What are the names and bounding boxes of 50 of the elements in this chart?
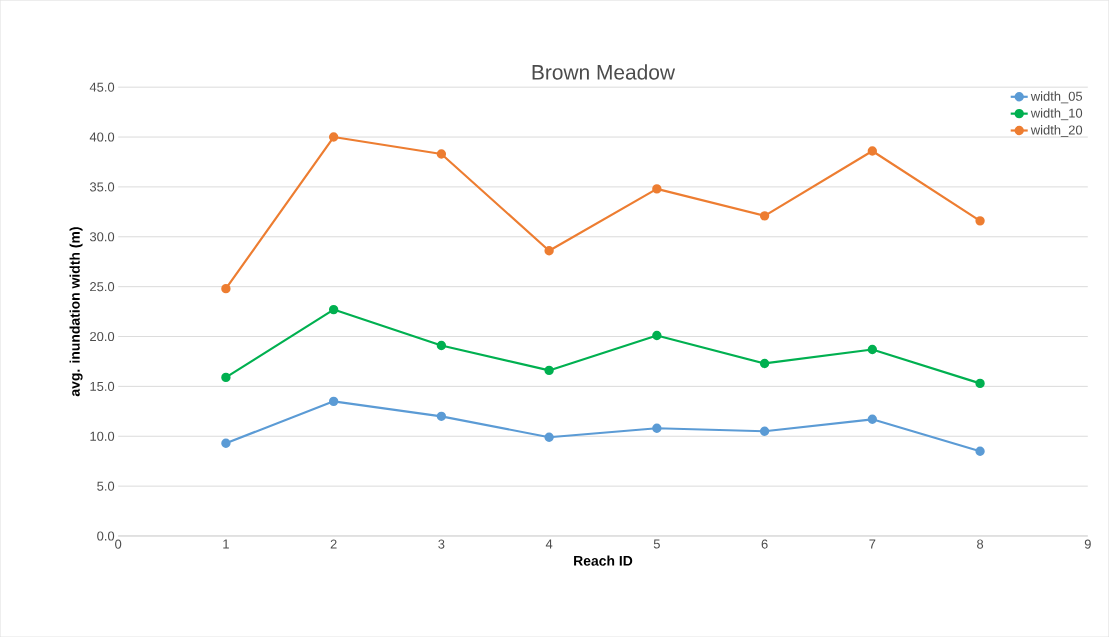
x-tick-label: 4: [545, 539, 553, 549]
point: [436, 411, 447, 421]
point: [328, 132, 339, 142]
legend-label: width_05: [1030, 91, 1083, 104]
point: [652, 423, 662, 433]
point: [221, 372, 231, 383]
point: [652, 184, 662, 194]
point: [867, 146, 878, 156]
x-tick-label: 5: [653, 539, 660, 549]
y-tick-label: 30.0: [89, 232, 115, 242]
point: [436, 149, 447, 159]
point: [867, 344, 878, 355]
y-tick-label: 25.0: [90, 281, 115, 292]
point: [975, 216, 985, 226]
point: [328, 304, 339, 315]
y-tick-label: 0.0: [97, 531, 115, 541]
point: [436, 340, 447, 351]
x-tick-label: 7: [869, 539, 876, 549]
point: [221, 283, 231, 294]
y-tick-label: 10.0: [90, 431, 115, 441]
y-tick-label: 45.0: [89, 82, 115, 92]
point: [544, 365, 554, 376]
x-tick-label: 1: [223, 539, 229, 549]
x-tick-label: 8: [977, 539, 984, 549]
y-tick-label: 40.0: [89, 132, 115, 142]
x-tick-label: 2: [330, 539, 337, 549]
legend-label: width_20: [1030, 124, 1083, 137]
point: [544, 245, 554, 256]
point: [652, 330, 662, 341]
x-tick-label: 3: [438, 539, 445, 549]
y-tick-label: 35.0: [89, 182, 115, 192]
point: [328, 396, 339, 406]
y-tick-label: 5.0: [97, 481, 115, 491]
x-tick-label: 0: [115, 539, 122, 549]
point: [975, 378, 985, 388]
y-axis-title: avg. inundation width (m): [69, 227, 83, 397]
point: [759, 426, 770, 436]
y-tick-label: 15.0: [90, 381, 115, 391]
x-tick-label: 9: [1084, 539, 1091, 549]
point: [544, 432, 554, 442]
x-tick-label: 6: [761, 539, 768, 549]
point: [867, 414, 878, 424]
point: [759, 211, 770, 221]
point: [975, 446, 985, 456]
y-tick-label: 20.0: [90, 331, 115, 342]
x-axis-title: Reach ID: [574, 555, 633, 566]
chart-title: Brown Meadow: [532, 64, 676, 80]
point: [759, 358, 770, 369]
legend-label: width_10: [1030, 108, 1083, 121]
point: [221, 438, 231, 448]
